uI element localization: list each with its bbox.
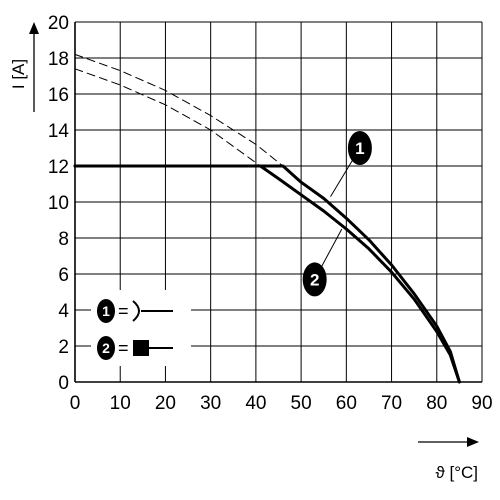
y-tick-label-12: 12 bbox=[48, 157, 69, 178]
marker-label-2: 2 bbox=[310, 270, 319, 289]
x-tick-label-90: 90 bbox=[471, 393, 492, 414]
y-tick-label-14: 14 bbox=[48, 121, 70, 142]
x-axis-title: ϑ [°C] bbox=[435, 463, 478, 482]
x-tick-label-70: 70 bbox=[381, 393, 402, 414]
y-tick-label-4: 4 bbox=[58, 301, 69, 322]
x-axis-arrow-head bbox=[467, 437, 479, 447]
series-layer bbox=[73, 53, 461, 384]
x-tick-label-30: 30 bbox=[200, 393, 221, 414]
y-tick-label-16: 16 bbox=[48, 85, 69, 106]
legend-equals-1: = bbox=[118, 301, 129, 321]
legend-equals-2: = bbox=[118, 338, 129, 358]
series-line-solid-2 bbox=[73, 164, 461, 384]
y-axis-title: I [A] bbox=[9, 59, 28, 89]
series-line-dashed-3 bbox=[74, 53, 284, 167]
x-tick-label-50: 50 bbox=[291, 393, 312, 414]
legend-badge-label-2: 2 bbox=[102, 340, 110, 356]
x-tick-label-10: 10 bbox=[110, 393, 131, 414]
curve-markers: 12 bbox=[302, 131, 372, 297]
marker-badge-2 bbox=[302, 262, 327, 297]
legend-badge-label-1: 1 bbox=[102, 303, 110, 319]
marker-badge-1 bbox=[347, 131, 372, 165]
y-axis-arrow-head bbox=[29, 22, 39, 34]
x-tick-label-80: 80 bbox=[426, 393, 447, 414]
x-tick-label-0: 0 bbox=[70, 393, 81, 414]
x-tick-label-20: 20 bbox=[155, 393, 176, 414]
axes bbox=[74, 22, 482, 383]
marker-label-1: 1 bbox=[355, 139, 364, 158]
legend-badge-1 bbox=[97, 299, 115, 323]
axis-titles: I [A] ϑ [°C] bbox=[9, 22, 479, 482]
legend: 1 = 2 = bbox=[91, 290, 191, 366]
y-tick-label-6: 6 bbox=[58, 265, 69, 286]
y-tick-label-0: 0 bbox=[58, 373, 69, 394]
series-line-solid-1 bbox=[73, 164, 461, 384]
y-tick-label-2: 2 bbox=[58, 337, 69, 358]
legend-square-icon bbox=[133, 340, 149, 356]
y-tick-label-20: 20 bbox=[48, 13, 69, 34]
legend-badge-2 bbox=[97, 336, 115, 360]
legend-bracket-icon bbox=[132, 300, 140, 322]
y-tick-label-8: 8 bbox=[58, 229, 69, 250]
y-tick-label-10: 10 bbox=[48, 193, 69, 214]
x-tick-label-40: 40 bbox=[245, 393, 266, 414]
y-tick-label-18: 18 bbox=[48, 49, 69, 70]
series-line-dashed-4 bbox=[74, 68, 261, 167]
x-tick-label-60: 60 bbox=[336, 393, 357, 414]
